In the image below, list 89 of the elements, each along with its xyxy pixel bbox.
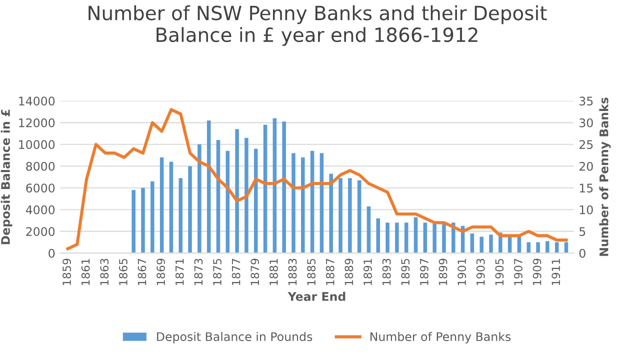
y2-tick-label: 30 — [580, 118, 593, 128]
x-tick-label: 1869 — [156, 258, 166, 286]
x-tick-label: 1867 — [138, 258, 146, 286]
y2-tick-label: 15 — [580, 184, 593, 193]
x-tick-label: 1871 — [175, 259, 184, 286]
bar — [546, 241, 550, 254]
bar — [423, 222, 428, 254]
y2-tick-label: 20 — [579, 162, 593, 171]
y2-axis-title: Number of Penny Banks — [599, 98, 611, 256]
chart-title: Number of NSW Penny Banks and their Deposit Balance in £ year end 1866-1912 — [88, 5, 547, 46]
bar — [536, 242, 540, 254]
bar — [132, 190, 136, 254]
bar — [301, 157, 305, 254]
bar — [376, 218, 380, 254]
bar — [489, 234, 493, 254]
bar — [395, 222, 399, 254]
x-tick-label: 1879 — [250, 258, 260, 286]
x-tick-label: 1859 — [62, 258, 71, 286]
y-tick-label: 2000 — [26, 227, 55, 236]
y2-tick-label: 5 — [580, 227, 586, 236]
bar — [178, 178, 182, 254]
x-tick-label: 1905 — [495, 258, 504, 286]
x-tick-label: 1875 — [213, 258, 222, 286]
x-tick-label: 1903 — [476, 258, 485, 286]
bar — [414, 217, 418, 254]
bar — [338, 178, 342, 254]
bar — [169, 162, 174, 254]
y-tick-label: 10000 — [19, 140, 55, 150]
bar — [198, 144, 202, 254]
bar — [366, 206, 371, 254]
bar — [310, 150, 314, 254]
bar — [150, 181, 154, 254]
x-tick-label: 1877 — [232, 258, 240, 286]
x-tick-label: 1885 — [307, 258, 316, 286]
line-series — [66, 108, 568, 250]
x-tick-label: 1891 — [364, 259, 372, 286]
bar — [160, 157, 164, 254]
bar — [404, 222, 408, 254]
bar — [320, 153, 324, 254]
x-tick-label: 1893 — [382, 258, 391, 286]
y-tick-label: 12000 — [19, 118, 55, 128]
bar — [244, 138, 248, 254]
bar — [432, 222, 436, 254]
y-tick-label: 6000 — [26, 184, 55, 193]
x-tick-label: 1907 — [514, 258, 522, 286]
bar — [206, 120, 211, 254]
y-tick-label: 14000 — [19, 96, 55, 106]
x-tick-label: 1897 — [420, 258, 428, 286]
bar — [564, 242, 568, 254]
bar — [480, 236, 484, 254]
y2-tick-label: 25 — [579, 140, 593, 150]
y2-tick-label: 0 — [579, 248, 586, 258]
bar — [292, 153, 296, 254]
x-tick-label: 1887 — [326, 258, 334, 286]
x-tick-label: 1881 — [269, 259, 278, 286]
y-tick-label: 8000 — [26, 162, 55, 171]
legend-label: Number of Penny Banks — [370, 332, 511, 344]
bar — [141, 188, 145, 254]
x-tick-label: 1863 — [100, 258, 109, 286]
bar — [329, 174, 333, 254]
bar — [282, 122, 286, 254]
y-axis-title: Deposit Balance in £ — [0, 110, 12, 244]
y2-tick-label: 10 — [580, 205, 593, 214]
y2-tick-label: 35 — [580, 96, 593, 106]
bar — [357, 180, 362, 254]
x-tick-label: 1909 — [532, 258, 542, 286]
y-tick-label: 4000 — [26, 205, 55, 214]
bar — [188, 166, 192, 254]
x-tick-label: 1899 — [438, 258, 448, 286]
bar — [386, 222, 390, 254]
bar — [470, 234, 474, 254]
x-tick-label: 1911 — [552, 259, 560, 286]
bar — [272, 118, 277, 254]
bar — [526, 242, 531, 254]
x-tick-label: 1873 — [194, 258, 203, 286]
bar — [554, 242, 559, 254]
y-tick-label: 0 — [48, 248, 55, 258]
x-tick-label: 1883 — [288, 258, 297, 286]
x-tick-label: 1865 — [119, 258, 128, 286]
bar — [348, 178, 352, 254]
bar — [442, 222, 446, 254]
x-tick-label: 1889 — [344, 258, 354, 286]
x-tick-label: 1901 — [458, 259, 466, 286]
bar — [235, 129, 239, 254]
bar — [263, 124, 268, 254]
x-axis-title: Year End — [288, 292, 346, 301]
x-tick-label: 1861 — [81, 259, 90, 286]
legend-label: Deposit Balance in Pounds — [157, 332, 312, 344]
x-tick-label: 1895 — [401, 258, 410, 286]
